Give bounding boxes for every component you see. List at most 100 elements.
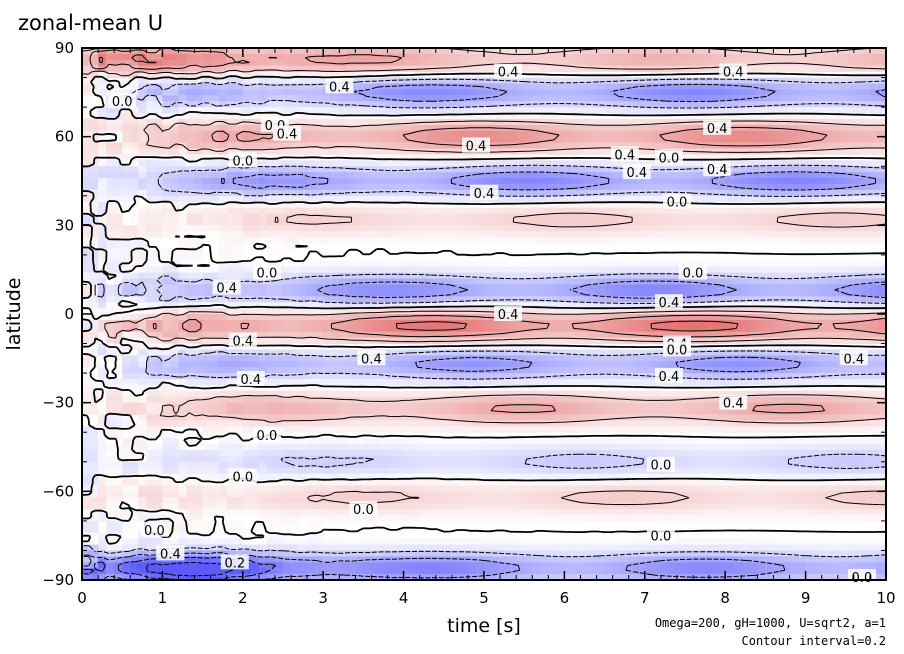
- field-cell: [387, 225, 397, 232]
- field-cell: [347, 53, 356, 61]
- field-cell: [492, 178, 501, 185]
- field-cell: [467, 461, 477, 469]
- field-cell: [274, 532, 284, 540]
- field-cell: [443, 319, 453, 327]
- field-cell: [146, 278, 155, 286]
- field-cell: [556, 574, 565, 581]
- field-cell: [90, 514, 99, 522]
- field-cell: [524, 213, 533, 221]
- field-cell: [540, 509, 549, 516]
- field-cell: [411, 113, 421, 120]
- field-cell: [419, 538, 429, 546]
- field-cell: [202, 160, 212, 167]
- field-cell: [355, 390, 364, 398]
- field-cell: [106, 302, 115, 309]
- field-cell: [355, 225, 364, 232]
- field-cell: [242, 485, 252, 492]
- field-cell: [524, 467, 533, 475]
- field-cell: [210, 160, 220, 167]
- field-cell: [564, 237, 574, 244]
- field-cell: [258, 449, 268, 457]
- field-cell: [443, 361, 453, 368]
- field-cell: [98, 514, 107, 522]
- field-cell: [395, 207, 405, 215]
- field-cell: [234, 148, 244, 155]
- field-cell: [411, 231, 421, 238]
- field-cell: [484, 373, 493, 380]
- field-cell: [170, 414, 180, 421]
- field-cell: [459, 77, 469, 85]
- field-cell: [572, 213, 582, 221]
- field-cell: [451, 408, 461, 416]
- field-cell: [210, 77, 220, 85]
- field-cell: [258, 503, 268, 510]
- field-cell: [371, 213, 381, 221]
- field-cell: [339, 574, 348, 581]
- field-cell: [106, 189, 115, 197]
- field-cell: [363, 118, 373, 126]
- field-cell: [154, 426, 163, 433]
- field-cell: [122, 414, 131, 421]
- field-cell: [250, 290, 260, 297]
- field-cell: [451, 113, 461, 120]
- field-cell: [540, 183, 549, 191]
- field-cell: [283, 314, 292, 321]
- field-cell: [122, 402, 131, 410]
- field-cell: [186, 325, 196, 333]
- field-cell: [194, 160, 204, 167]
- field-cell: [419, 349, 429, 356]
- field-cell: [532, 113, 541, 120]
- field-cell: [459, 219, 469, 226]
- field-cell: [307, 71, 316, 79]
- field-cell: [202, 444, 212, 451]
- field-cell: [106, 124, 115, 132]
- field-cell: [532, 178, 541, 185]
- field-cell: [516, 195, 525, 203]
- field-cell: [106, 373, 115, 380]
- field-cell: [556, 444, 565, 451]
- field-cell: [524, 130, 533, 138]
- field-cell: [371, 314, 381, 321]
- field-cell: [323, 136, 332, 144]
- field-cell: [122, 59, 131, 67]
- field-cell: [435, 195, 445, 203]
- field-cell: [138, 556, 147, 563]
- field-cell: [355, 89, 364, 96]
- field-cell: [572, 136, 582, 144]
- field-cell: [258, 231, 268, 238]
- field-cell: [363, 89, 373, 96]
- field-cell: [323, 461, 332, 469]
- field-cell: [532, 485, 541, 492]
- field-cell: [146, 349, 155, 356]
- field-cell: [347, 308, 356, 315]
- field-cell: [323, 124, 332, 132]
- field-cell: [347, 467, 356, 475]
- field-cell: [154, 325, 163, 333]
- field-cell: [459, 237, 469, 244]
- field-cell: [475, 71, 485, 79]
- field-cell: [459, 71, 469, 79]
- field-cell: [266, 402, 276, 410]
- field-cell: [274, 260, 284, 268]
- field-cell: [347, 95, 356, 102]
- field-cell: [154, 101, 163, 108]
- field-cell: [194, 568, 204, 575]
- field-cell: [484, 497, 493, 504]
- field-cell: [226, 349, 236, 356]
- field-cell: [556, 556, 565, 563]
- field-cell: [443, 373, 453, 380]
- field-cell: [210, 296, 220, 303]
- field-cell: [427, 491, 437, 498]
- field-cell: [540, 497, 549, 504]
- field-cell: [130, 384, 139, 392]
- field-cell: [500, 420, 509, 427]
- field-cell: [186, 107, 196, 114]
- field-cell: [283, 195, 292, 203]
- field-cell: [299, 426, 308, 433]
- field-cell: [500, 509, 509, 516]
- field-cell: [315, 77, 324, 85]
- field-cell: [106, 402, 115, 410]
- field-cell: [90, 544, 99, 552]
- field-cell: [347, 538, 356, 546]
- field-cell: [516, 384, 525, 392]
